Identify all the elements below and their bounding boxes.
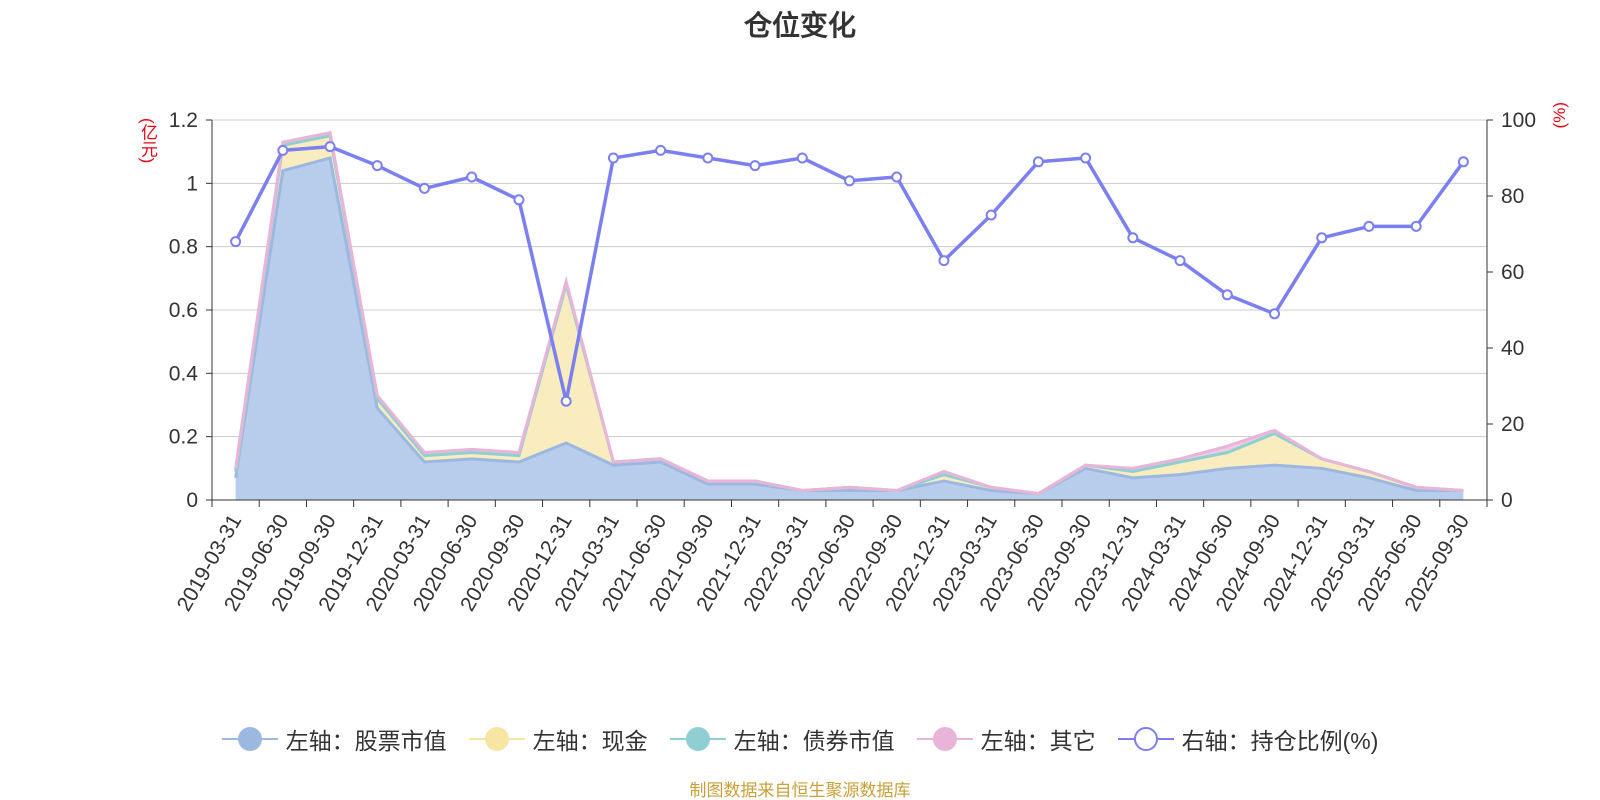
position-ratio-point <box>277 144 289 156</box>
area-series-line-0 <box>234 156 1464 496</box>
area-series-line-3 <box>234 130 1464 496</box>
position-ratio-point <box>560 395 572 407</box>
left-axis-tick-label: 0.4 <box>169 362 199 385</box>
legend-item-other[interactable]: 左轴：其它 <box>916 722 1096 756</box>
position-ratio-point <box>1032 156 1044 168</box>
position-ratio-point <box>1316 232 1328 244</box>
chart-title: 仓位变化 <box>743 10 856 41</box>
position-ratio-point <box>938 255 950 267</box>
right-axis-tick-label: 100 <box>1501 109 1536 132</box>
right-axis-tick-label: 60 <box>1501 261 1524 284</box>
legend-item-bond[interactable]: 左轴：债券市值 <box>669 722 895 756</box>
position-ratio-point <box>1410 220 1422 232</box>
legend-item-stock[interactable]: 左轴：股票市值 <box>221 722 447 756</box>
right-axis-tick-label: 0 <box>1501 489 1513 512</box>
left-axis-tick-label: 0.6 <box>169 299 198 322</box>
position-ratio-point <box>702 152 714 164</box>
position-ratio-point <box>1221 289 1233 301</box>
left-axis-tick-label: 0.8 <box>169 236 198 259</box>
legend-label-stock: 左轴：股票市值 <box>285 728 447 754</box>
legend-marker-cash-icon <box>468 727 525 751</box>
left-axis-tick-label: 1 <box>186 172 198 195</box>
position-ratio-point <box>749 160 761 172</box>
position-ratio-point <box>466 171 478 183</box>
legend-label-position-ratio: 右轴：持仓比例(%) <box>1181 728 1379 754</box>
legend-label-cash: 左轴：现金 <box>532 728 648 754</box>
legend-marker-bond-icon <box>669 727 726 751</box>
position-ratio-point <box>324 141 336 153</box>
position-ratio-point <box>1363 220 1375 232</box>
position-ratio-point <box>1269 308 1280 320</box>
legend-item-cash[interactable]: 左轴：现金 <box>468 722 648 756</box>
position-ratio-point <box>1174 255 1186 267</box>
left-axis-tick-label: 0 <box>186 489 198 512</box>
position-ratio-point <box>1080 152 1092 164</box>
legend-label-bond: 左轴：债券市值 <box>733 728 895 754</box>
source-note: 制图数据来自恒生聚源数据库 <box>689 781 911 800</box>
position-ratio-point <box>796 152 808 164</box>
area-series-1 <box>235 135 1464 494</box>
legend-marker-position-ratio-icon <box>1117 727 1174 751</box>
position-ratio-point <box>844 175 855 187</box>
area-series-0 <box>235 158 1464 500</box>
position-ratio-point <box>1127 232 1139 244</box>
position-ratio-point <box>371 160 383 172</box>
position-ratio-point <box>419 182 430 194</box>
position-ratio-point <box>607 152 619 164</box>
left-axis-tick-label: 1.2 <box>169 109 198 132</box>
position-ratio-point <box>891 171 903 183</box>
position-ratio-point <box>513 194 525 206</box>
left-axis-unit-label: (亿元) <box>138 118 157 164</box>
legend-item-position-ratio[interactable]: 右轴：持仓比例(%) <box>1117 722 1379 756</box>
legend-marker-stock-icon <box>221 727 278 751</box>
right-axis-tick-label: 80 <box>1501 185 1524 208</box>
legend-marker-other-icon <box>916 727 973 751</box>
position-ratio-point <box>985 209 997 221</box>
left-axis-tick-label: 0.2 <box>169 426 198 449</box>
chart-legend: 左轴：股票市值 左轴：现金 左轴：债券市值 左轴：其它 <box>0 722 1600 756</box>
legend-label-other: 左轴：其它 <box>980 728 1096 754</box>
position-ratio-point <box>1457 156 1469 168</box>
position-ratio-point <box>230 236 242 248</box>
right-axis-tick-label: 40 <box>1501 337 1524 360</box>
right-axis-tick-label: 20 <box>1501 413 1524 436</box>
position-ratio-point <box>655 144 667 156</box>
